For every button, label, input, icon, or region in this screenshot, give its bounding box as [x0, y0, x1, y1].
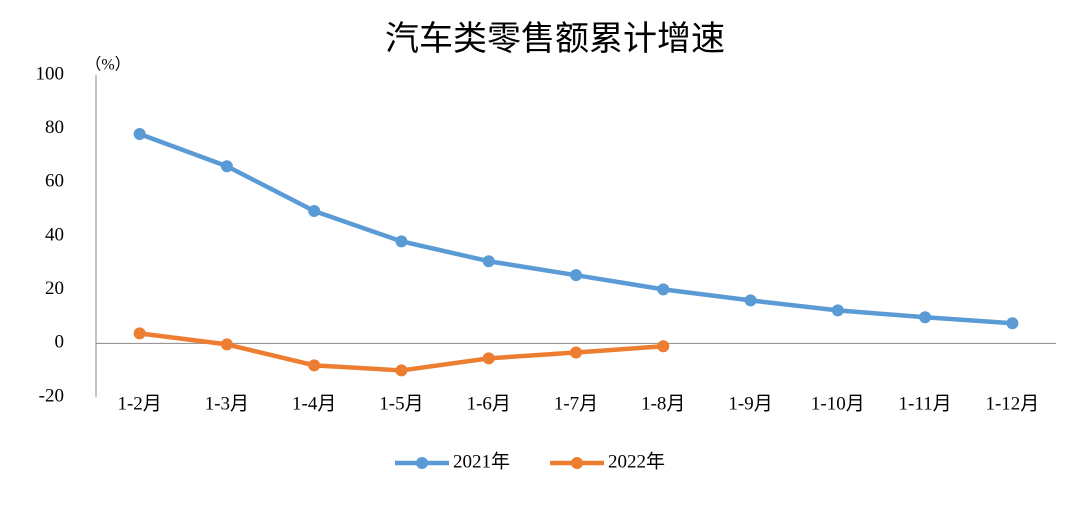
point [1006, 317, 1019, 330]
point [482, 255, 495, 268]
point [133, 327, 146, 340]
y-tick-label: 100 [36, 63, 65, 84]
legend-label: 2021年 [453, 450, 510, 472]
y-tick-label: 40 [45, 224, 64, 245]
y-tick-label: 20 [45, 278, 64, 299]
point [220, 160, 233, 173]
legend-marker [571, 457, 583, 469]
x-tick-label: 1-3月 [205, 393, 249, 414]
legend-label: 2022年 [608, 450, 665, 472]
point [919, 311, 932, 324]
x-tick-label: 1-4月 [292, 393, 336, 414]
x-tick-label: 1-8月 [641, 393, 685, 414]
y-tick-label: -20 [39, 385, 64, 406]
point [570, 346, 582, 359]
x-tick-label: 1-9月 [728, 393, 772, 414]
point [657, 340, 670, 353]
x-tick-label: 1-10月 [811, 393, 865, 414]
y-tick-label: 80 [45, 117, 64, 138]
point [308, 359, 321, 372]
series-line [138, 131, 1013, 326]
point [308, 205, 321, 218]
x-tick-label: 1-2月 [117, 393, 161, 414]
point [831, 304, 844, 317]
y-tick-label: 0 [55, 332, 65, 353]
legend-marker [416, 457, 428, 469]
x-tick-label: 1-5月 [379, 393, 423, 414]
y-unit: （%） [85, 56, 130, 74]
point [482, 352, 495, 365]
point [220, 338, 233, 351]
point [657, 283, 670, 296]
point [744, 294, 757, 307]
point [133, 128, 146, 141]
y-tick-label: 60 [45, 171, 64, 192]
x-tick-label: 1-7月 [554, 393, 598, 414]
point [570, 269, 582, 282]
chart-title: 汽车类零售额累计增速 [385, 20, 725, 58]
x-tick-label: 1-12月 [985, 393, 1039, 414]
x-tick-label: 1-6月 [467, 393, 511, 414]
point [395, 235, 408, 248]
x-tick-label: 1-11月 [899, 393, 952, 414]
point [395, 364, 408, 377]
